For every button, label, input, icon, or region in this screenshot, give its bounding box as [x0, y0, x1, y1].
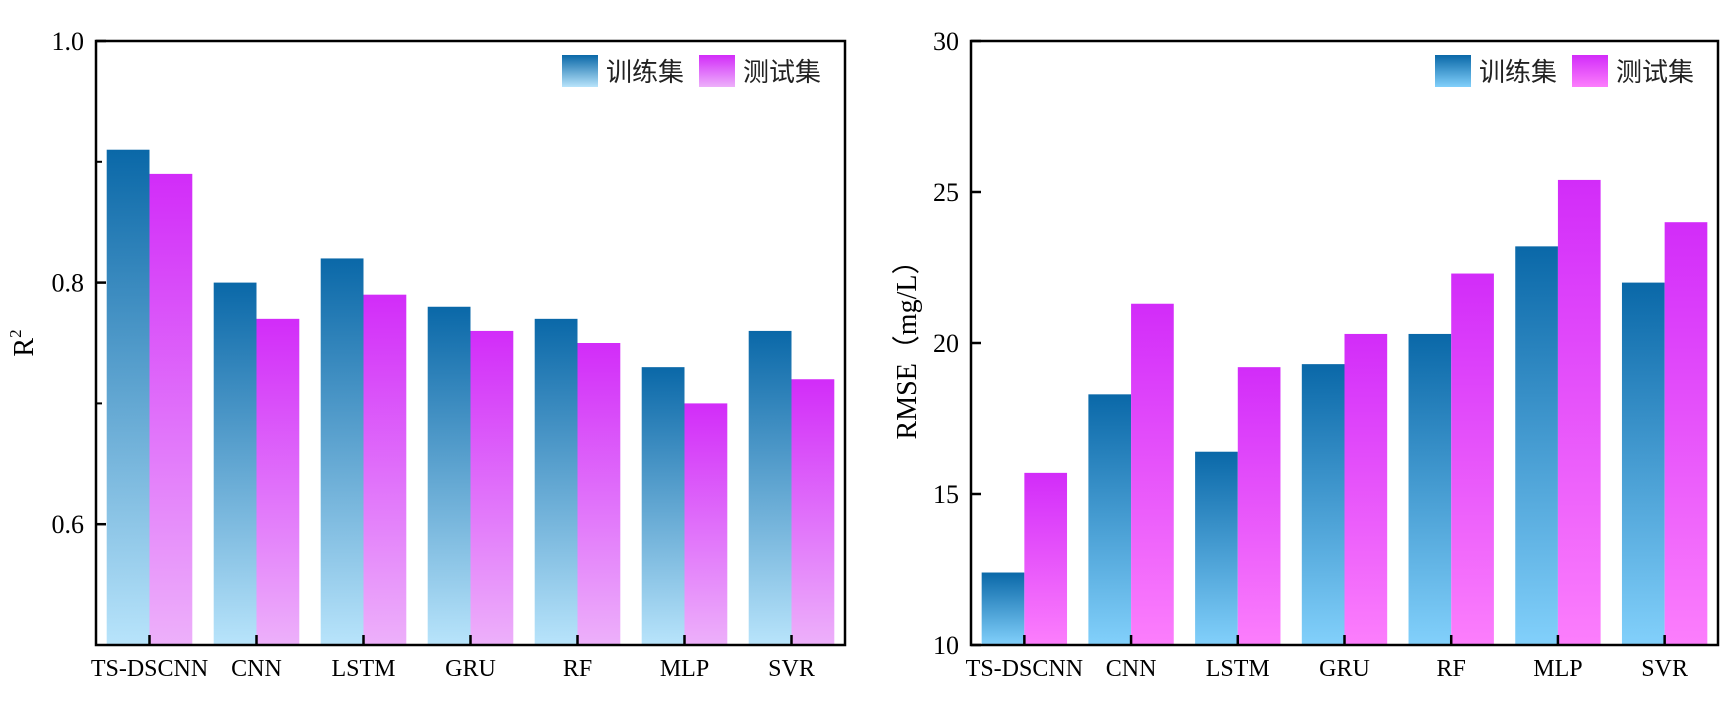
r2-x-axis: TS-DSCNN CNN LSTM GRU RF MLP SVR [91, 635, 815, 682]
r2-bar-train-rf: RF 训练集: 0.77 [534, 318, 578, 645]
r2-bar-test-gru: GRU 测试集: 0.76 [470, 330, 514, 645]
r2-legend-label-test: 测试集 [743, 58, 821, 88]
r2-bar-test-ts-dscnn: TS-DSCNN 测试集: 0.89 [149, 173, 193, 645]
rmse-bar-test-cnn: CNN 测试集: 21.3 [1131, 303, 1174, 645]
rmse-bar-train-ts-dscnn: TS-DSCNN 训练集: 12.4 [981, 572, 1025, 645]
rmse-bar-train-rf: RF 训练集: 20.3 [1408, 333, 1452, 645]
rmse-x-tick-label: SVR [1641, 656, 1688, 682]
rmse-bar-test-svr: SVR 测试集: 24 [1664, 222, 1708, 645]
r2-bar-train-gru: GRU 训练集: 0.78 [427, 306, 471, 645]
rmse-legend-label-train: 训练集 [1479, 58, 1557, 88]
rmse-x-tick-label: MLP [1533, 656, 1582, 682]
r2-y-tick-label: 1.0 [52, 27, 85, 56]
rmse-bar-train-svr: SVR 训练集: 22 [1621, 282, 1665, 645]
r2-bar-test-mlp: MLP 测试集: 0.7 [684, 403, 728, 645]
rmse-bar-test-gru: GRU 测试集: 20.3 [1344, 333, 1388, 645]
rmse-bar-test-lstm: LSTM 测试集: 19.2 [1237, 367, 1281, 645]
r2-legend-label-train: 训练集 [606, 58, 684, 88]
r2-y-tick-label: 0.8 [52, 269, 85, 298]
rmse-bar-train-gru: GRU 训练集: 19.3 [1301, 364, 1345, 645]
r2-bars: TS-DSCNN 训练集: 0.91TS-DSCNN 测试集: 0.89 CNN … [106, 149, 835, 645]
rmse-y-tick-label: 10 [933, 631, 959, 660]
r2-chart-panel: TS-DSCNN 训练集: 0.91TS-DSCNN 测试集: 0.89 CNN … [6, 27, 847, 682]
rmse-x-tick-label: RF [1437, 656, 1466, 682]
r2-x-tick-label: SVR [768, 656, 815, 682]
r2-legend-swatch-train [562, 55, 598, 87]
r2-bar-test-lstm: LSTM 测试集: 0.79 [363, 294, 407, 645]
r2-bar-test-svr: SVR 测试集: 0.72 [791, 379, 835, 645]
r2-y-axis-title: R2 [6, 329, 40, 356]
rmse-x-axis: TS-DSCNN CNN LSTM GRU RF MLP SVR [966, 635, 1688, 682]
r2-x-tick-label: MLP [660, 656, 709, 682]
r2-x-tick-label: GRU [445, 656, 496, 682]
rmse-legend-swatch-test [1572, 55, 1608, 87]
r2-x-tick-label: RF [563, 656, 592, 682]
r2-y-tick-label: 0.6 [52, 510, 85, 539]
r2-bar-train-ts-dscnn: TS-DSCNN 训练集: 0.91 [106, 149, 150, 645]
rmse-y-tick-label: 30 [933, 27, 959, 56]
rmse-bar-train-cnn: CNN 训练集: 18.3 [1088, 394, 1132, 645]
rmse-y-tick-label: 15 [933, 480, 959, 509]
r2-bar-test-rf: RF 测试集: 0.75 [577, 343, 621, 645]
rmse-bar-test-mlp: MLP 测试集: 25.4 [1557, 179, 1601, 646]
r2-x-tick-label: CNN [231, 656, 282, 682]
r2-x-tick-label: LSTM [331, 656, 395, 682]
r2-bar-train-svr: SVR 训练集: 0.76 [748, 330, 792, 645]
r2-bar-train-mlp: MLP 训练集: 0.73 [641, 367, 685, 645]
rmse-legend-swatch-train [1435, 55, 1471, 87]
rmse-bar-train-mlp: MLP 训练集: 23.2 [1515, 246, 1558, 646]
r2-legend-swatch-test [699, 55, 735, 87]
r2-legend: 训练集 测试集 [562, 55, 821, 88]
rmse-y-axis: 10 15 20 25 30 [933, 27, 981, 660]
rmse-x-tick-label: CNN [1106, 656, 1157, 682]
rmse-bars: TS-DSCNN 训练集: 12.4TS-DSCNN 测试集: 15.7 CNN … [981, 179, 1708, 646]
rmse-legend: 训练集 测试集 [1435, 55, 1694, 88]
r2-bar-train-cnn: CNN 训练集: 0.8 [213, 282, 257, 645]
rmse-bar-test-rf: RF 测试集: 22.3 [1451, 273, 1494, 645]
r2-bar-train-lstm: LSTM 训练集: 0.82 [320, 258, 364, 645]
rmse-y-tick-label: 25 [933, 178, 959, 207]
r2-x-tick-label: TS-DSCNN [91, 656, 208, 682]
r2-bar-test-cnn: CNN 测试集: 0.77 [256, 318, 300, 645]
rmse-bar-test-ts-dscnn: TS-DSCNN 测试集: 15.7 [1024, 472, 1068, 645]
rmse-x-tick-label: TS-DSCNN [966, 656, 1083, 682]
rmse-chart-panel: TS-DSCNN 训练集: 12.4TS-DSCNN 测试集: 15.7 CNN … [891, 27, 1720, 682]
rmse-legend-label-test: 测试集 [1616, 58, 1694, 88]
rmse-x-tick-label: LSTM [1206, 656, 1270, 682]
r2-y-axis: 0.6 0.8 1.0 [52, 27, 106, 539]
rmse-y-axis-title: RMSE（mg/L） [891, 247, 923, 440]
rmse-y-tick-label: 20 [933, 329, 959, 358]
rmse-bar-train-lstm: LSTM 训练集: 16.4 [1195, 451, 1238, 645]
rmse-x-tick-label: GRU [1319, 656, 1370, 682]
